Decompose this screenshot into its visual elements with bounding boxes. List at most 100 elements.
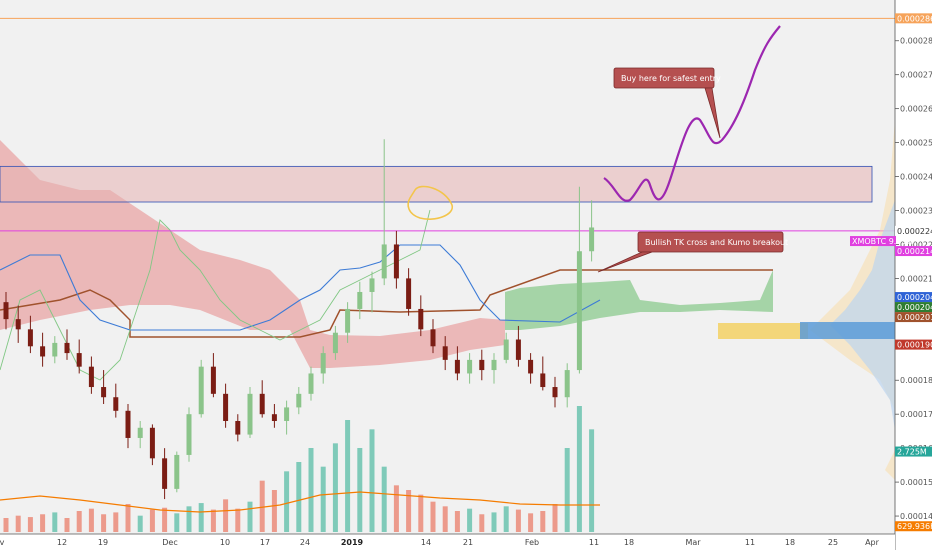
volume-bar[interactable] bbox=[381, 466, 387, 532]
candle[interactable] bbox=[247, 387, 253, 438]
volume-bar[interactable] bbox=[589, 429, 595, 532]
candle[interactable] bbox=[223, 383, 229, 428]
volume-bar[interactable] bbox=[442, 506, 448, 532]
price-axis[interactable]: 0.0002800 0.0002700 0.0002600 0.0002500 0.00… bbox=[894, 0, 932, 550]
candle[interactable] bbox=[503, 332, 509, 364]
candle[interactable] bbox=[406, 268, 412, 316]
candle[interactable] bbox=[564, 363, 570, 408]
candle[interactable] bbox=[162, 448, 168, 500]
volume-bar[interactable] bbox=[552, 504, 558, 532]
candle[interactable] bbox=[76, 339, 82, 374]
volume-bar[interactable] bbox=[235, 508, 241, 532]
volume-bar[interactable] bbox=[503, 506, 509, 532]
candle[interactable] bbox=[515, 325, 521, 367]
volume-series[interactable] bbox=[3, 406, 595, 532]
volume-bar[interactable] bbox=[174, 513, 180, 532]
volume-bar[interactable] bbox=[15, 515, 21, 532]
candle[interactable] bbox=[296, 387, 302, 415]
candle[interactable] bbox=[442, 336, 448, 371]
candle[interactable] bbox=[40, 332, 46, 367]
candle[interactable] bbox=[52, 336, 58, 364]
candle[interactable] bbox=[64, 329, 70, 360]
volume-bar[interactable] bbox=[64, 518, 70, 532]
volume-bar[interactable] bbox=[271, 490, 277, 532]
candle[interactable] bbox=[491, 353, 497, 384]
candle[interactable] bbox=[198, 359, 204, 418]
volume-bar[interactable] bbox=[515, 509, 521, 532]
candle[interactable] bbox=[454, 346, 460, 381]
volume-bar[interactable] bbox=[332, 443, 338, 532]
candle[interactable] bbox=[552, 376, 558, 408]
volume-bar[interactable] bbox=[479, 514, 485, 532]
volume-bar[interactable] bbox=[576, 406, 582, 532]
volume-bar[interactable] bbox=[149, 509, 155, 532]
volume-bar[interactable] bbox=[418, 494, 424, 532]
candle[interactable] bbox=[589, 200, 595, 262]
candle[interactable] bbox=[345, 302, 351, 343]
candle[interactable] bbox=[357, 281, 363, 320]
candle[interactable] bbox=[113, 383, 119, 418]
volume-bar[interactable] bbox=[345, 420, 351, 532]
volume-bar[interactable] bbox=[564, 448, 570, 532]
candle[interactable] bbox=[88, 356, 94, 394]
volume-bar[interactable] bbox=[284, 471, 290, 532]
candle[interactable] bbox=[320, 346, 326, 384]
volume-bar[interactable] bbox=[137, 515, 143, 532]
volume-bar[interactable] bbox=[308, 448, 314, 532]
candle[interactable] bbox=[27, 315, 33, 354]
candlestick-series[interactable] bbox=[3, 139, 595, 500]
volume-bar[interactable] bbox=[540, 511, 546, 532]
volume-bar[interactable] bbox=[162, 507, 168, 532]
volume-bar[interactable] bbox=[454, 511, 460, 532]
volume-bar[interactable] bbox=[528, 513, 534, 532]
candle[interactable] bbox=[393, 230, 399, 289]
candle[interactable] bbox=[174, 451, 180, 493]
candle[interactable] bbox=[235, 414, 241, 442]
volume-bar[interactable] bbox=[430, 501, 436, 532]
candle[interactable] bbox=[369, 271, 375, 313]
volume-bar[interactable] bbox=[491, 512, 497, 532]
volume-bar[interactable] bbox=[27, 517, 33, 532]
candle[interactable] bbox=[308, 366, 314, 401]
candle[interactable] bbox=[137, 420, 143, 449]
candle[interactable] bbox=[101, 370, 107, 405]
candle[interactable] bbox=[284, 400, 290, 435]
volume-bar[interactable] bbox=[357, 448, 363, 532]
volume-bar[interactable] bbox=[40, 514, 46, 532]
candle[interactable] bbox=[381, 139, 387, 286]
volume-bar[interactable] bbox=[3, 518, 9, 532]
volume-bar[interactable] bbox=[198, 503, 204, 532]
candle[interactable] bbox=[332, 325, 338, 360]
time-axis[interactable]: v 12 19 Dec 10 17 24 2019 14 21 Feb 11 18 Mar 11 18 25 Ap… bbox=[0, 533, 895, 550]
volume-bar[interactable] bbox=[296, 462, 302, 532]
candle[interactable] bbox=[186, 407, 192, 462]
candle[interactable] bbox=[15, 305, 21, 343]
candle[interactable] bbox=[430, 319, 436, 354]
volume-bar[interactable] bbox=[369, 429, 375, 532]
volume-bar[interactable] bbox=[247, 501, 253, 532]
candle[interactable] bbox=[3, 291, 9, 330]
candle[interactable] bbox=[479, 349, 485, 381]
candle[interactable] bbox=[528, 353, 534, 384]
volume-bar[interactable] bbox=[406, 490, 412, 532]
volume-bar[interactable] bbox=[210, 509, 216, 532]
candle[interactable] bbox=[271, 404, 277, 428]
candle[interactable] bbox=[149, 424, 155, 466]
volume-bar[interactable] bbox=[113, 512, 119, 532]
volume-bar[interactable] bbox=[52, 512, 58, 532]
volume-bar[interactable] bbox=[467, 508, 473, 532]
volume-bar[interactable] bbox=[223, 499, 229, 532]
candle[interactable] bbox=[540, 356, 546, 391]
candle[interactable] bbox=[125, 404, 131, 449]
candle[interactable] bbox=[467, 353, 473, 384]
candle[interactable] bbox=[418, 295, 424, 337]
volume-bar[interactable] bbox=[259, 480, 265, 532]
volume-bar[interactable] bbox=[76, 511, 82, 532]
volume-bar[interactable] bbox=[101, 514, 107, 532]
volume-bar[interactable] bbox=[393, 485, 399, 532]
candle[interactable] bbox=[210, 353, 216, 398]
volume-bar[interactable] bbox=[320, 466, 326, 532]
volume-bar[interactable] bbox=[186, 506, 192, 532]
volume-bar[interactable] bbox=[125, 504, 131, 532]
